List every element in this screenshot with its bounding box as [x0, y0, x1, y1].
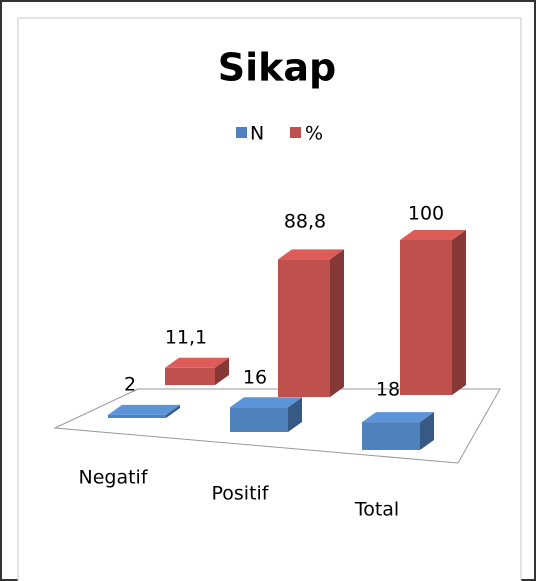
bar-top — [230, 397, 302, 408]
bar — [400, 230, 466, 395]
legend-label: N — [250, 123, 264, 145]
bar-side — [215, 357, 229, 385]
bar — [108, 404, 180, 418]
bar-top — [108, 404, 180, 415]
data-label: 16 — [243, 367, 267, 389]
bar-side — [330, 249, 344, 397]
legend-swatch — [236, 127, 247, 138]
bar-side — [420, 412, 434, 450]
bar-side — [166, 404, 180, 418]
bar-side — [452, 230, 466, 395]
chart-title: Sikap — [218, 46, 337, 90]
bar-front — [165, 367, 215, 385]
bar — [278, 249, 344, 397]
bar-top — [278, 249, 344, 260]
data-label: 11,1 — [165, 327, 207, 349]
legend-label: % — [305, 123, 323, 145]
bar-top — [400, 230, 466, 240]
bar — [230, 397, 302, 432]
bar-top — [165, 357, 229, 368]
legend-swatch — [290, 127, 301, 138]
data-label: 18 — [376, 379, 400, 401]
data-label: 2 — [124, 374, 136, 396]
bar — [362, 412, 434, 450]
data-label: 100 — [408, 203, 444, 225]
bar-front — [108, 414, 166, 418]
bar-front — [400, 240, 452, 395]
bar-front — [230, 407, 288, 432]
x-tick-label: Positif — [212, 483, 270, 505]
x-tick-label: Negatif — [78, 467, 148, 489]
bar-side — [288, 397, 302, 432]
bar — [165, 357, 229, 385]
bar-top — [362, 412, 434, 423]
x-tick-label: Total — [354, 499, 399, 521]
bar-front — [362, 422, 420, 450]
data-label: 88,8 — [284, 211, 326, 233]
bar-front — [278, 259, 330, 397]
